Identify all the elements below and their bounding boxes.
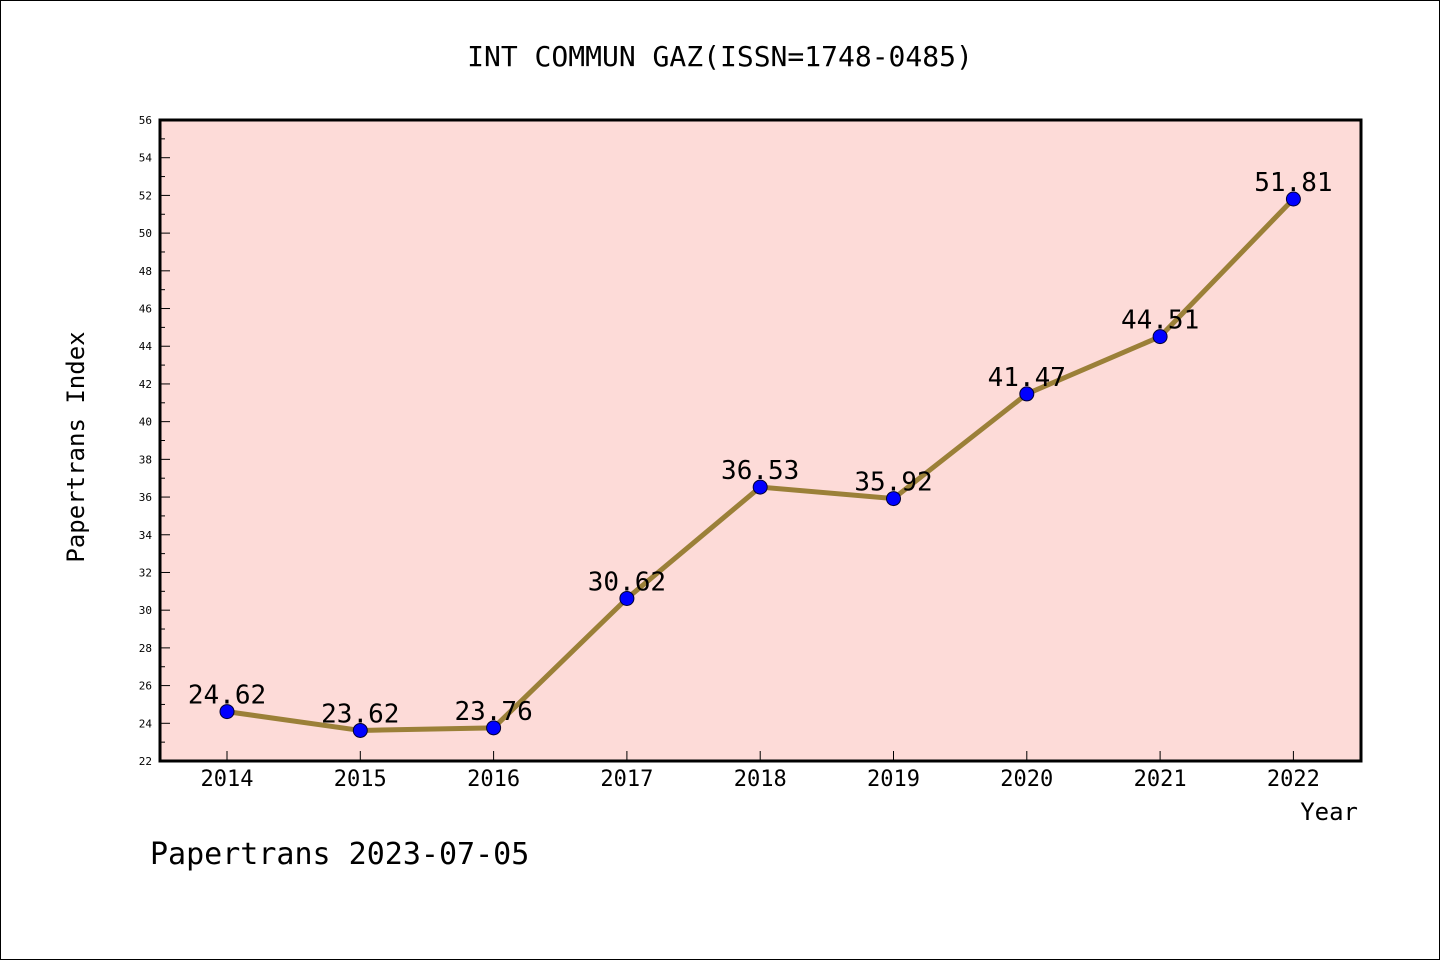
y-tick-label: 28 <box>139 642 152 655</box>
data-points <box>219 191 1301 738</box>
data-labels: 24.62 23.62 23.76 30.62 36.53 35.92 41.47 44.51… <box>188 168 1333 729</box>
y-tick-label: 52 <box>139 189 152 202</box>
y-tick-label: 50 <box>139 227 152 240</box>
data-label: 36.53 <box>721 456 799 486</box>
y-tick-label: 24 <box>139 717 153 730</box>
y-axis-ticks: 22 24 26 28 30 32 34 36 38 40 42 44 46 48 50 52 54 56 <box>139 114 170 768</box>
data-point <box>752 479 768 495</box>
x-tick-label: 2016 <box>467 767 520 792</box>
y-tick-label: 38 <box>139 453 152 466</box>
y-tick-label: 32 <box>139 566 152 579</box>
data-point <box>886 491 901 507</box>
y-tick-label: 54 <box>139 152 153 165</box>
y-tick-label: 56 <box>139 114 152 127</box>
data-label: 23.62 <box>321 699 399 729</box>
data-point <box>1285 191 1301 207</box>
data-label: 24.62 <box>188 681 266 711</box>
data-point <box>352 722 368 738</box>
x-axis-ticks: 2014 2015 2016 2017 2018 2019 2020 2021 2022 <box>201 751 1320 792</box>
y-tick-label: 26 <box>139 680 152 693</box>
data-label: 30.62 <box>588 567 666 597</box>
y-tick-label: 30 <box>139 604 152 617</box>
y-tick-label: 46 <box>139 303 152 316</box>
data-label: 44.51 <box>1121 306 1199 336</box>
x-tick-label: 2022 <box>1267 767 1320 792</box>
data-point <box>1152 329 1168 345</box>
y-tick-label: 22 <box>139 755 152 768</box>
x-tick-label: 2014 <box>201 767 254 792</box>
data-point <box>1019 386 1035 402</box>
y-tick-label: 40 <box>139 416 152 429</box>
y-tick-label: 42 <box>139 378 152 391</box>
footer-text: Papertrans 2023-07-05 <box>150 837 529 872</box>
data-point <box>219 704 235 720</box>
y-tick-label: 48 <box>139 265 152 278</box>
data-label: 23.76 <box>454 697 532 727</box>
data-label: 35.92 <box>854 468 932 498</box>
y-tick-label: 34 <box>139 529 153 542</box>
y-tick-label: 44 <box>139 340 153 353</box>
x-tick-label: 2017 <box>600 767 653 792</box>
y-tick-label: 36 <box>139 491 152 504</box>
x-tick-label: 2015 <box>334 767 387 792</box>
data-label: 51.81 <box>1254 168 1332 198</box>
data-point <box>619 590 635 606</box>
x-tick-label: 2018 <box>734 767 787 792</box>
data-label: 41.47 <box>988 363 1066 393</box>
x-axis-label: Year <box>1300 798 1358 826</box>
y-axis-label: Papertrans Index <box>62 331 90 562</box>
x-tick-label: 2019 <box>867 767 920 792</box>
x-tick-label: 2020 <box>1000 767 1053 792</box>
x-tick-label: 2021 <box>1134 767 1187 792</box>
data-point <box>486 720 502 736</box>
chart-title: INT COMMUN GAZ(ISSN=1748-0485) <box>467 40 973 73</box>
plot-area <box>158 118 1363 763</box>
